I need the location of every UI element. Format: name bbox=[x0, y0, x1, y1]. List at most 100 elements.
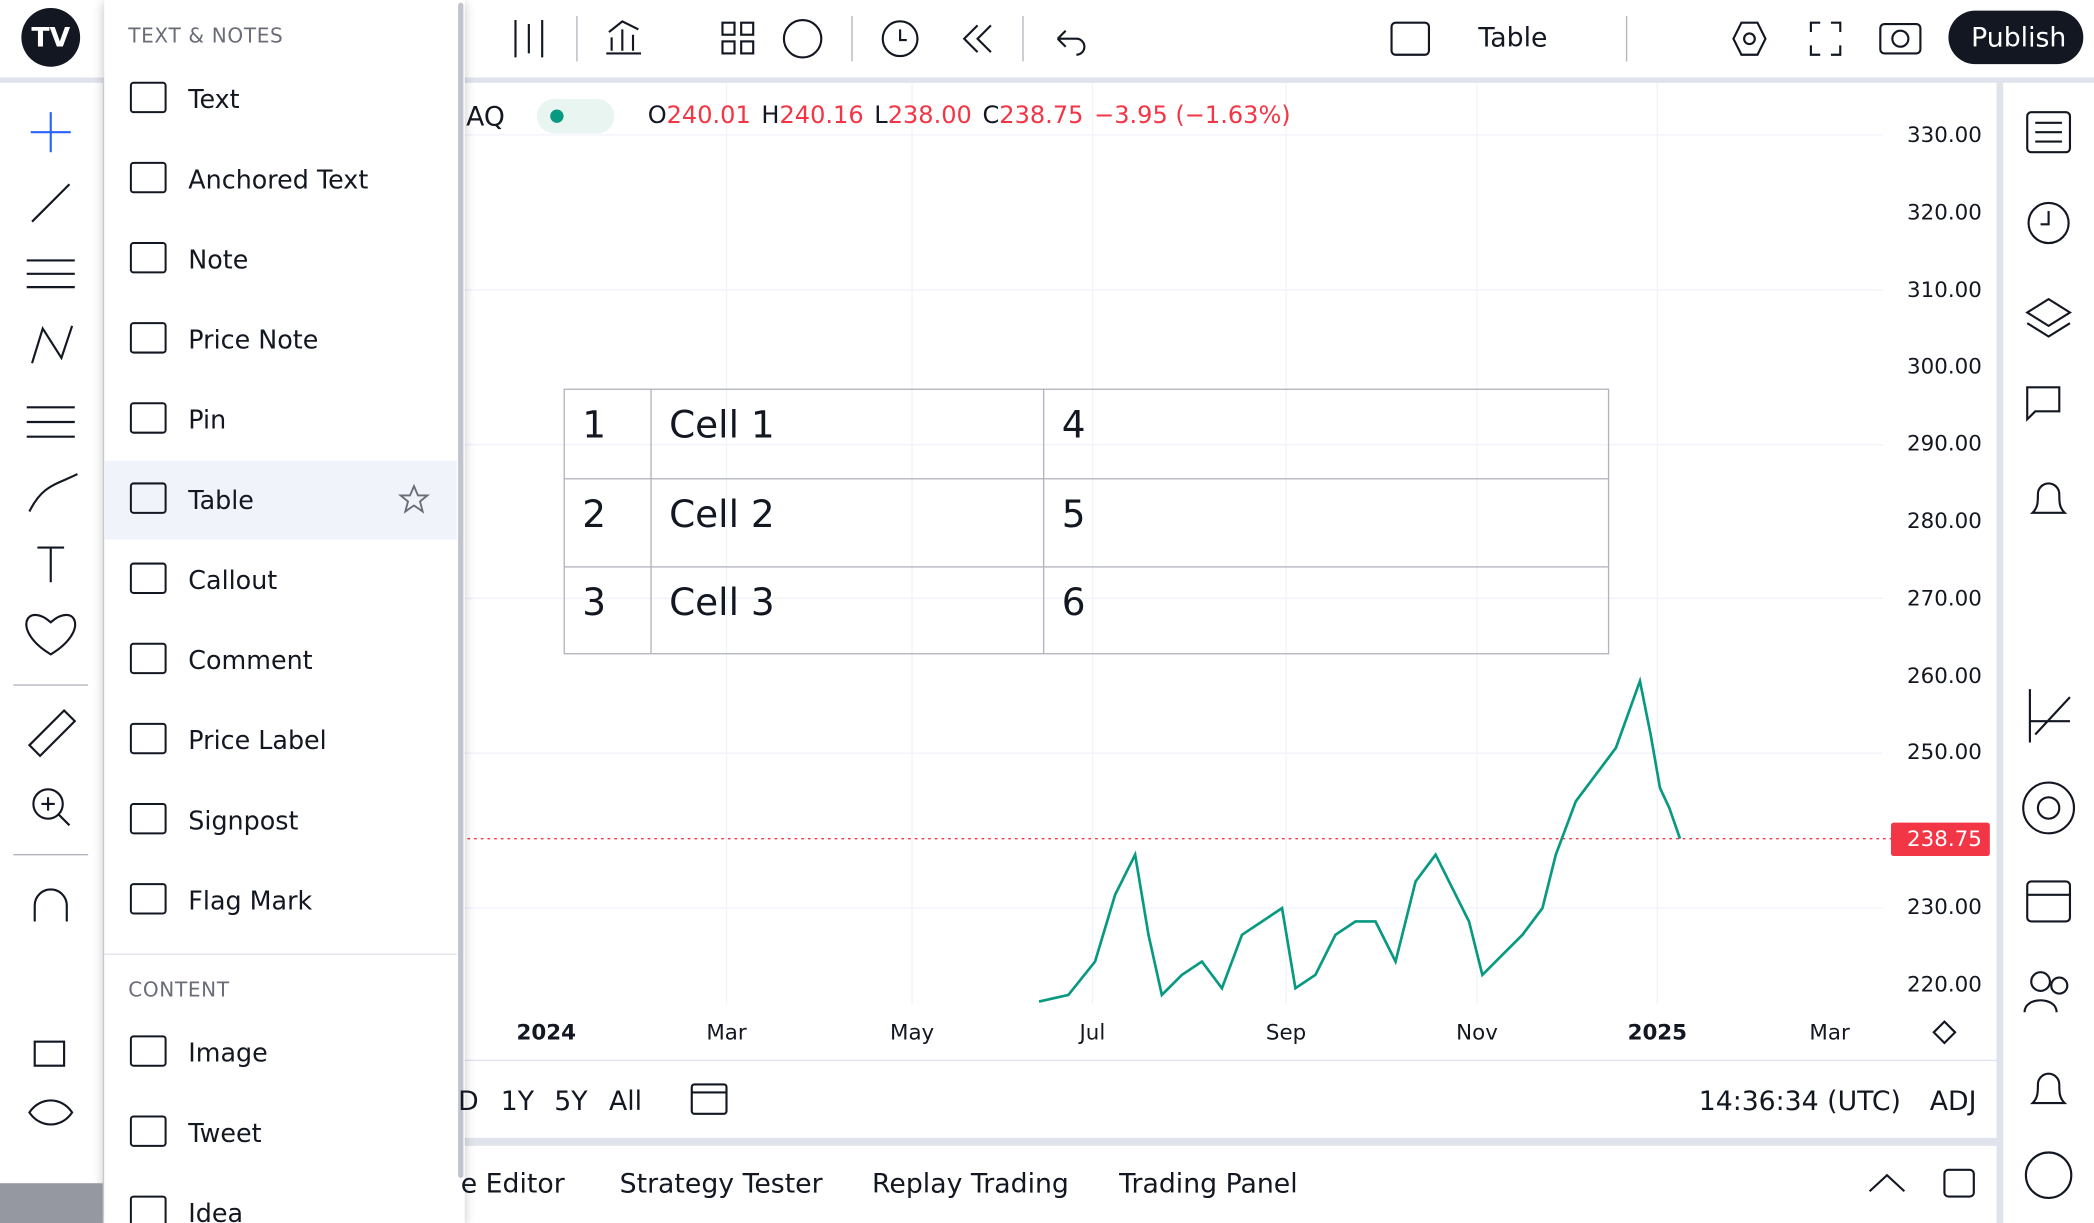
publish-label[interactable]: Publish bbox=[1971, 21, 2067, 54]
toolbar-icons bbox=[25, 18, 2076, 1199]
price-label: 330.00 bbox=[1907, 122, 1982, 148]
price-label: 280.00 bbox=[1907, 508, 1982, 534]
ohlc-value: 240.16 bbox=[779, 101, 864, 130]
menu-item[interactable]: Signpost bbox=[188, 806, 299, 836]
menu-item[interactable]: Table bbox=[188, 486, 254, 516]
table-cell: 5 bbox=[1061, 491, 1086, 536]
status-dot bbox=[550, 109, 564, 123]
item-icon bbox=[129, 562, 167, 594]
table-cell: 1 bbox=[582, 402, 607, 447]
menu-item[interactable]: Idea bbox=[188, 1199, 244, 1223]
hover-highlight bbox=[104, 460, 457, 540]
table-row-line bbox=[563, 566, 1608, 568]
separators bbox=[13, 16, 1628, 856]
menu-item[interactable]: Image bbox=[188, 1038, 268, 1069]
layout-label[interactable]: Table bbox=[1478, 21, 1548, 54]
table-cell: Cell 2 bbox=[669, 491, 775, 536]
price-label: 310.00 bbox=[1907, 276, 1982, 302]
time-label: 2024 bbox=[516, 1019, 576, 1045]
menu-item[interactable]: Tweet bbox=[188, 1119, 262, 1149]
item-icon bbox=[129, 161, 167, 194]
table-cell: Cell 3 bbox=[669, 580, 775, 625]
ohlc-key: C bbox=[982, 101, 1000, 130]
time-label: Nov bbox=[1456, 1019, 1498, 1045]
table-cell: 4 bbox=[1061, 402, 1086, 447]
menu-item[interactable]: Callout bbox=[188, 566, 278, 596]
last-price-tag bbox=[1891, 822, 1990, 857]
table-row-line bbox=[563, 477, 1608, 479]
menu-item[interactable]: Anchored Text bbox=[188, 165, 369, 195]
svg-text:TV: TV bbox=[31, 23, 70, 54]
price-label: 270.00 bbox=[1907, 585, 1982, 611]
chart-area bbox=[460, 82, 1997, 1138]
ohlc-key: L bbox=[874, 101, 888, 130]
time-label: Mar bbox=[706, 1019, 747, 1045]
bottom-tab[interactable]: Strategy Tester bbox=[619, 1167, 823, 1200]
item-icon bbox=[129, 802, 167, 835]
item-icon bbox=[129, 642, 167, 675]
price-label: 290.00 bbox=[1907, 430, 1982, 457]
change: −3.95 (−1.63%) bbox=[1094, 101, 1291, 130]
price-label: 250.00 bbox=[1907, 739, 1982, 766]
clock: 14:36:34 (UTC) bbox=[1698, 1084, 1901, 1117]
section-title: CONTENT bbox=[128, 977, 230, 1002]
ohlc-value: 238.00 bbox=[887, 101, 972, 130]
ohlc-value: 238.75 bbox=[999, 101, 1084, 130]
item-icon bbox=[129, 482, 167, 514]
section-title: TEXT & NOTES bbox=[128, 24, 284, 49]
menu-item[interactable]: Price Label bbox=[188, 726, 327, 756]
table-cell: 2 bbox=[582, 491, 607, 536]
bottom-panel bbox=[460, 1145, 1997, 1223]
bottom-tab[interactable]: e Editor bbox=[460, 1167, 565, 1200]
bottom-tab[interactable]: Trading Panel bbox=[1119, 1167, 1298, 1200]
ohlc-key: H bbox=[761, 101, 780, 130]
item-icon bbox=[129, 242, 167, 274]
price-label: 220.00 bbox=[1907, 971, 1982, 997]
table-cell: 3 bbox=[582, 580, 607, 625]
right-toolbar bbox=[2003, 82, 2094, 1223]
drawing-panel bbox=[104, 0, 465, 1223]
menu-item[interactable]: Pin bbox=[188, 405, 227, 436]
table-col-line bbox=[650, 388, 652, 654]
time-label: May bbox=[890, 1019, 935, 1045]
bottom-left-tab bbox=[0, 1183, 103, 1223]
logo[interactable] bbox=[21, 8, 81, 67]
range-button[interactable]: 1Y bbox=[500, 1084, 535, 1117]
symbol: AQ bbox=[466, 100, 505, 133]
menu-item[interactable]: Flag Mark bbox=[188, 886, 313, 917]
last-price-label: 238.75 bbox=[1907, 825, 1982, 852]
item-icon bbox=[129, 883, 167, 915]
table-drawing[interactable] bbox=[563, 388, 1610, 655]
chart-grid bbox=[460, 82, 1883, 1005]
range-button[interactable]: D bbox=[458, 1084, 479, 1117]
bottom-tab[interactable]: Replay Trading bbox=[872, 1167, 1069, 1200]
table-col-line bbox=[1042, 388, 1045, 654]
menu-item[interactable]: Note bbox=[188, 245, 249, 276]
time-label: Jul bbox=[1079, 1019, 1106, 1045]
scrollbar bbox=[458, 2, 464, 1178]
price-label: 230.00 bbox=[1907, 894, 1982, 920]
time-label: Mar bbox=[1809, 1019, 1850, 1045]
time-label: 2025 bbox=[1627, 1019, 1688, 1045]
price-sketch bbox=[1038, 676, 1682, 1003]
menu-item[interactable]: Price Note bbox=[188, 325, 319, 356]
menu-item[interactable]: Text bbox=[188, 85, 240, 115]
publish-button[interactable] bbox=[1948, 10, 2084, 65]
ohlc-value: 240.01 bbox=[666, 101, 751, 130]
item-icon bbox=[129, 81, 167, 114]
range-button[interactable]: All bbox=[608, 1084, 643, 1117]
menu-item[interactable]: Comment bbox=[188, 646, 313, 676]
range-button[interactable]: 5Y bbox=[554, 1084, 588, 1117]
item-icon bbox=[129, 1115, 167, 1147]
item-icon bbox=[129, 1035, 167, 1067]
favorite-star[interactable] bbox=[398, 483, 430, 515]
ohlc-key: O bbox=[647, 101, 667, 130]
adj-toggle[interactable]: ADJ bbox=[1929, 1084, 1977, 1117]
price-label: 320.00 bbox=[1907, 199, 1982, 225]
table-cell: Cell 1 bbox=[669, 402, 775, 447]
item-icon bbox=[129, 322, 167, 354]
time-label: Sep bbox=[1265, 1019, 1307, 1045]
status-pill bbox=[536, 98, 615, 134]
